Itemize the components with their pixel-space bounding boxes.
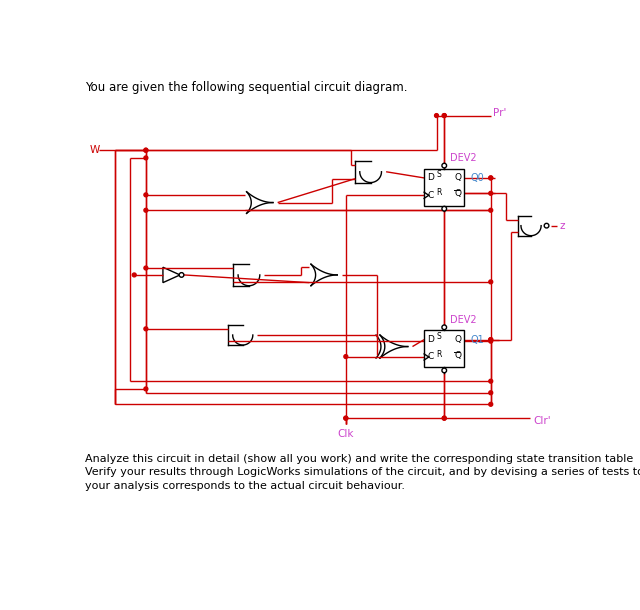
Text: R: R <box>436 350 442 359</box>
Text: You are given the following sequential circuit diagram.: You are given the following sequential c… <box>84 81 407 94</box>
Circle shape <box>442 113 446 118</box>
Circle shape <box>489 176 493 180</box>
Text: Pr': Pr' <box>493 108 506 118</box>
Circle shape <box>442 416 446 420</box>
Text: Clk: Clk <box>337 429 354 439</box>
Text: Analyze this circuit in detail (show all you work) and write the corresponding s: Analyze this circuit in detail (show all… <box>84 454 633 464</box>
Circle shape <box>489 379 493 383</box>
Text: D: D <box>428 335 434 344</box>
Circle shape <box>344 416 348 420</box>
Circle shape <box>489 209 493 212</box>
Circle shape <box>179 273 184 278</box>
Text: Q: Q <box>454 335 461 344</box>
Text: Q: Q <box>454 189 461 198</box>
Circle shape <box>442 416 446 420</box>
Circle shape <box>489 403 493 406</box>
Text: DEV2: DEV2 <box>451 153 477 163</box>
Text: C: C <box>428 191 433 200</box>
Circle shape <box>489 339 493 343</box>
Circle shape <box>144 193 148 197</box>
Circle shape <box>544 223 549 228</box>
Circle shape <box>489 338 493 342</box>
Circle shape <box>442 368 447 373</box>
Bar <box>424 331 465 367</box>
Circle shape <box>144 387 148 391</box>
Circle shape <box>442 163 447 168</box>
Circle shape <box>489 176 493 180</box>
Circle shape <box>144 209 148 212</box>
Circle shape <box>144 327 148 331</box>
Text: z: z <box>560 221 565 231</box>
Circle shape <box>489 338 493 342</box>
Bar <box>424 169 465 206</box>
Text: Q: Q <box>454 173 461 182</box>
Circle shape <box>144 148 148 152</box>
Circle shape <box>144 156 148 160</box>
Circle shape <box>144 266 148 270</box>
Circle shape <box>442 113 446 118</box>
Circle shape <box>132 273 136 277</box>
Circle shape <box>442 206 447 211</box>
Circle shape <box>442 325 447 329</box>
Text: S: S <box>436 332 441 341</box>
Text: W: W <box>90 145 100 155</box>
Circle shape <box>435 113 438 118</box>
Text: Clr': Clr' <box>533 416 551 426</box>
Text: DEV2: DEV2 <box>451 315 477 325</box>
Text: Verify your results through LogicWorks simulations of the circuit, and by devisi: Verify your results through LogicWorks s… <box>84 467 640 478</box>
Circle shape <box>144 148 148 152</box>
Circle shape <box>344 354 348 359</box>
Text: R: R <box>436 188 442 197</box>
Text: Q1: Q1 <box>470 335 484 345</box>
Text: Q: Q <box>454 351 461 360</box>
Circle shape <box>344 416 348 420</box>
Text: C: C <box>428 353 433 362</box>
Text: D: D <box>428 173 434 182</box>
Text: your analysis corresponds to the actual circuit behaviour.: your analysis corresponds to the actual … <box>84 481 404 491</box>
Text: Q0: Q0 <box>470 173 484 183</box>
Circle shape <box>489 192 493 195</box>
Circle shape <box>489 280 493 284</box>
Circle shape <box>489 391 493 395</box>
Text: S: S <box>436 170 441 179</box>
